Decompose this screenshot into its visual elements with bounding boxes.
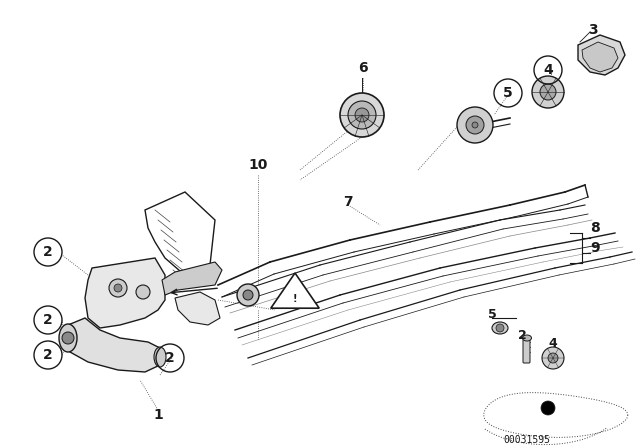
Polygon shape	[60, 318, 160, 372]
Text: 2: 2	[518, 328, 526, 341]
Text: 8: 8	[590, 221, 600, 235]
Polygon shape	[271, 273, 319, 308]
Polygon shape	[582, 42, 618, 72]
Text: 9: 9	[590, 241, 600, 255]
Ellipse shape	[59, 324, 77, 352]
Polygon shape	[162, 262, 222, 295]
Circle shape	[340, 93, 384, 137]
Circle shape	[136, 285, 150, 299]
Circle shape	[542, 347, 564, 369]
Text: 00031595: 00031595	[504, 435, 550, 445]
Text: 5: 5	[488, 307, 497, 320]
Circle shape	[109, 279, 127, 297]
Text: 2: 2	[43, 348, 53, 362]
Circle shape	[457, 107, 493, 143]
Circle shape	[548, 353, 558, 363]
Text: !: !	[292, 294, 297, 304]
Polygon shape	[145, 192, 215, 278]
Text: 2: 2	[43, 313, 53, 327]
Text: 4: 4	[548, 336, 557, 349]
Polygon shape	[578, 35, 625, 75]
Circle shape	[540, 84, 556, 100]
Circle shape	[62, 332, 74, 344]
Circle shape	[348, 101, 376, 129]
Polygon shape	[85, 258, 165, 328]
Ellipse shape	[522, 335, 531, 341]
Polygon shape	[175, 292, 220, 325]
Circle shape	[496, 324, 504, 332]
Text: 7: 7	[343, 195, 353, 209]
Text: 1: 1	[153, 408, 163, 422]
Text: 10: 10	[248, 158, 268, 172]
Text: 3: 3	[588, 23, 598, 37]
Circle shape	[472, 122, 478, 128]
Ellipse shape	[154, 347, 166, 367]
Circle shape	[541, 401, 555, 415]
Text: 4: 4	[543, 63, 553, 77]
Text: 2: 2	[165, 351, 175, 365]
Circle shape	[466, 116, 484, 134]
Text: 5: 5	[503, 86, 513, 100]
Circle shape	[243, 290, 253, 300]
Ellipse shape	[492, 322, 508, 334]
Text: 2: 2	[43, 245, 53, 259]
Circle shape	[114, 284, 122, 292]
Circle shape	[532, 76, 564, 108]
FancyBboxPatch shape	[523, 339, 530, 363]
Text: 6: 6	[358, 61, 368, 75]
Circle shape	[355, 108, 369, 122]
Circle shape	[237, 284, 259, 306]
